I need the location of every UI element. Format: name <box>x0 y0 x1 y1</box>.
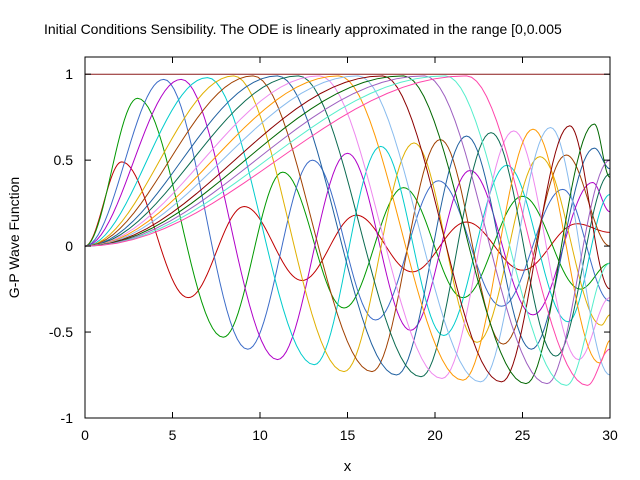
y-tick-label: 0 <box>65 238 73 254</box>
x-tick-label: 15 <box>340 427 356 443</box>
series-line-17 <box>85 75 610 386</box>
series-layer <box>85 75 610 386</box>
series-line-5 <box>85 77 610 366</box>
series-line-1 <box>85 161 610 299</box>
x-tick-label: 30 <box>602 427 618 443</box>
series-line-6 <box>85 75 610 373</box>
x-tick-label: 25 <box>515 427 531 443</box>
y-tick-label: 1 <box>65 66 73 82</box>
x-tick-label: 5 <box>169 427 177 443</box>
series-line-12 <box>85 75 610 383</box>
series-line-16 <box>85 75 610 386</box>
series-line-3 <box>85 78 610 350</box>
y-tick-label: -0.5 <box>49 324 73 340</box>
y-tick-label: -1 <box>61 410 74 426</box>
plot-frame <box>84 56 611 419</box>
chart-title: Initial Conditions Sensibility. The ODE … <box>44 21 562 37</box>
series-line-7 <box>85 75 610 373</box>
ticks-layer: 0 5 10 15 20 25 30 -1 -0.5 0 0.5 1 <box>49 57 618 443</box>
x-tick-label: 10 <box>252 427 268 443</box>
series-line-10 <box>85 75 610 379</box>
series-line-14 <box>85 75 610 385</box>
series-line-11 <box>85 75 610 381</box>
x-tick-label: 0 <box>81 427 89 443</box>
x-tick-label: 20 <box>427 427 443 443</box>
x-axis-label: x <box>344 458 352 475</box>
y-tick-label: 0.5 <box>54 152 74 168</box>
y-axis-label: G-P Wave Function <box>6 177 22 298</box>
series-line-15 <box>85 75 610 385</box>
series-line-8 <box>85 75 610 376</box>
series-line-13 <box>85 75 610 383</box>
